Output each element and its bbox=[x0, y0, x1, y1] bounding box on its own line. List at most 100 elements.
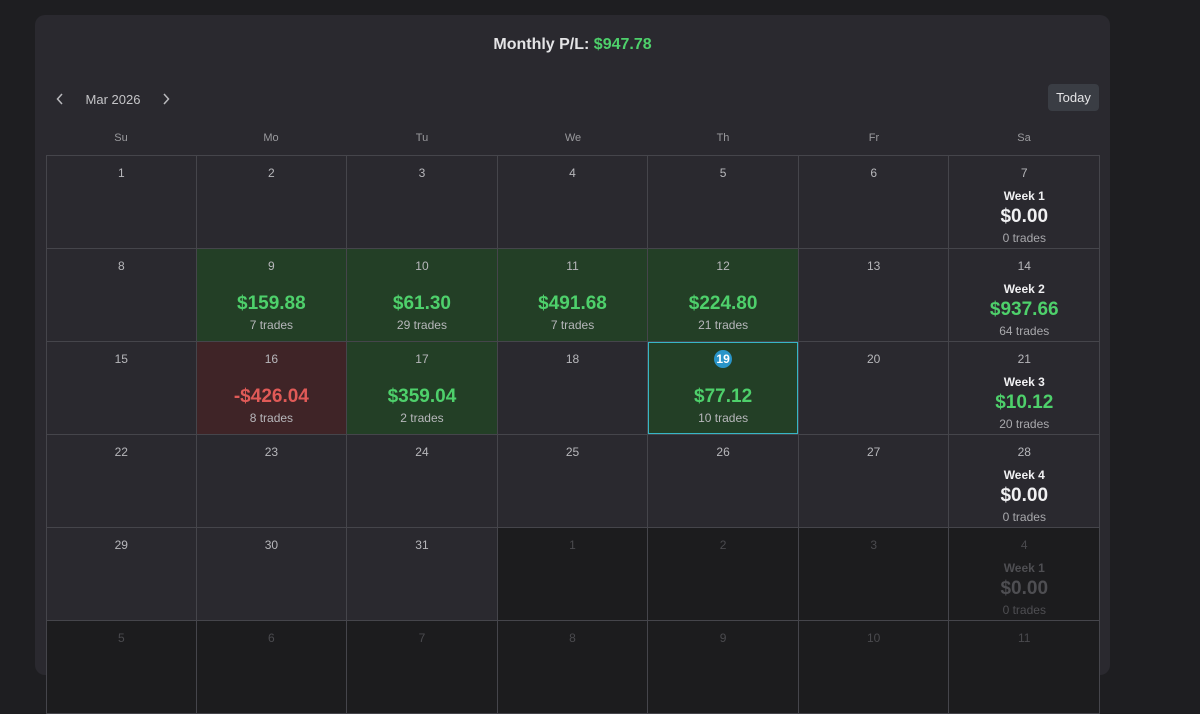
day-cell[interactable]: 13 bbox=[798, 249, 950, 342]
day-cell[interactable]: 9 $159.88 7 trades bbox=[196, 249, 348, 342]
day-cell[interactable]: 4 bbox=[497, 156, 649, 249]
day-number: 29 bbox=[114, 538, 128, 552]
day-cell[interactable]: 26 bbox=[648, 435, 799, 528]
week-summary-cell[interactable]: 28 Week 4 $0.00 0 trades bbox=[949, 435, 1101, 528]
day-cell[interactable]: 31 bbox=[347, 528, 498, 621]
calendar-grid: 1 2 3 4 5 6 7 Week 1 $0.00 0 trades 8 9 $159.88 7 tra… bbox=[46, 155, 1101, 714]
week-label: Week 3 bbox=[1003, 375, 1045, 389]
week-pl: $10.12 bbox=[995, 392, 1054, 413]
day-cell[interactable]: 2 bbox=[648, 528, 799, 621]
monthly-pl-label: Monthly P/L: bbox=[493, 36, 590, 53]
day-cell[interactable]: 5 bbox=[648, 156, 799, 249]
day-number: 2 bbox=[719, 538, 727, 552]
day-number: 16 bbox=[264, 352, 279, 366]
month-navigation: Mar 2026 bbox=[47, 89, 179, 109]
day-cell[interactable]: 6 bbox=[196, 621, 348, 714]
day-cell[interactable]: 9 bbox=[648, 621, 799, 714]
day-number: 28 bbox=[1017, 445, 1031, 459]
week-trade-count: 20 trades bbox=[999, 417, 1050, 431]
monthly-pl-header: Monthly P/L: $947.78 bbox=[35, 36, 1110, 54]
day-cell[interactable]: 16 -$426.04 8 trades bbox=[196, 342, 348, 435]
weekday-su: Su bbox=[114, 132, 128, 144]
day-number: 24 bbox=[415, 445, 429, 459]
week-row: 22 23 24 25 26 27 28 Week 4 $0.00 0 trades bbox=[47, 435, 1101, 528]
day-cell[interactable]: 11 bbox=[949, 621, 1101, 714]
day-number: 26 bbox=[716, 445, 730, 459]
day-cell[interactable]: 10 bbox=[798, 621, 950, 714]
week-label: Week 1 bbox=[1003, 189, 1045, 203]
week-summary-cell[interactable]: 21 Week 3 $10.12 20 trades bbox=[949, 342, 1101, 435]
day-number: 1 bbox=[569, 538, 576, 552]
day-number: 11 bbox=[566, 259, 579, 273]
day-cell[interactable]: 1 bbox=[497, 528, 649, 621]
day-cell[interactable]: 3 bbox=[347, 156, 498, 249]
week-pl: $0.00 bbox=[1000, 578, 1049, 599]
week-trade-count: 0 trades bbox=[1002, 603, 1046, 617]
day-number: 4 bbox=[569, 166, 576, 180]
day-number: 7 bbox=[418, 631, 426, 645]
day-number: 2 bbox=[268, 166, 275, 180]
day-number: 27 bbox=[867, 445, 881, 459]
day-cell[interactable]: 17 $359.04 2 trades bbox=[347, 342, 498, 435]
weekday-th: Th bbox=[716, 132, 730, 144]
day-number: 4 bbox=[1020, 538, 1028, 552]
day-cell[interactable]: 20 bbox=[798, 342, 950, 435]
day-cell[interactable]: 18 bbox=[497, 342, 649, 435]
week-row: 8 9 $159.88 7 trades 10 $61.30 29 trades 11 $491… bbox=[47, 249, 1101, 342]
week-label: Week 1 bbox=[1003, 561, 1045, 575]
day-pl: $491.68 bbox=[538, 293, 607, 314]
week-summary-cell[interactable]: 7 Week 1 $0.00 0 trades bbox=[949, 156, 1101, 249]
day-cell[interactable]: 3 bbox=[798, 528, 950, 621]
day-number: 12 bbox=[716, 259, 730, 273]
monthly-pl-value: $947.78 bbox=[593, 36, 652, 53]
week-pl: $0.00 bbox=[1000, 485, 1049, 506]
day-number: 11 bbox=[1018, 631, 1031, 645]
day-number: 8 bbox=[117, 259, 125, 273]
chevron-right-icon[interactable] bbox=[153, 89, 179, 109]
day-cell[interactable]: 12 $224.80 21 trades bbox=[648, 249, 799, 342]
day-number: 18 bbox=[565, 352, 580, 366]
day-number: 10 bbox=[415, 259, 429, 273]
chevron-left-icon[interactable] bbox=[47, 89, 73, 109]
day-number: 5 bbox=[117, 631, 125, 645]
week-trade-count: 0 trades bbox=[1002, 510, 1046, 524]
day-pl: $159.88 bbox=[237, 293, 306, 314]
day-cell[interactable]: 2 bbox=[196, 156, 348, 249]
day-cell[interactable]: 7 bbox=[347, 621, 498, 714]
week-row: 1 2 3 4 5 6 7 Week 1 $0.00 0 trades bbox=[47, 156, 1101, 249]
day-cell[interactable]: 23 bbox=[196, 435, 348, 528]
weekday-sa: Sa bbox=[1017, 132, 1031, 144]
day-number: 9 bbox=[719, 631, 727, 645]
day-cell[interactable]: 29 bbox=[47, 528, 197, 621]
day-cell[interactable]: 15 bbox=[47, 342, 197, 435]
week-summary-cell[interactable]: 4 Week 1 $0.00 0 trades bbox=[949, 528, 1101, 621]
day-number: 7 bbox=[1020, 166, 1028, 180]
day-number: 20 bbox=[867, 352, 881, 366]
day-number: 23 bbox=[264, 445, 279, 459]
today-button[interactable]: Today bbox=[1048, 84, 1099, 111]
day-cell[interactable]: 6 bbox=[798, 156, 950, 249]
day-cell[interactable]: 8 bbox=[497, 621, 649, 714]
day-cell[interactable]: 19 $77.12 10 trades bbox=[648, 342, 799, 435]
day-cell[interactable]: 27 bbox=[798, 435, 950, 528]
day-trade-count: 7 trades bbox=[550, 318, 595, 332]
weekday-tu: Tu bbox=[415, 132, 429, 144]
day-number: 3 bbox=[418, 166, 426, 180]
day-cell[interactable]: 22 bbox=[47, 435, 197, 528]
day-number: 25 bbox=[565, 445, 580, 459]
week-trade-count: 64 trades bbox=[999, 324, 1050, 338]
day-cell[interactable]: 24 bbox=[347, 435, 498, 528]
day-cell[interactable]: 11 $491.68 7 trades bbox=[497, 249, 649, 342]
week-summary-cell[interactable]: 14 Week 2 $937.66 64 trades bbox=[949, 249, 1101, 342]
day-trade-count: 8 trades bbox=[249, 411, 294, 425]
day-cell[interactable]: 10 $61.30 29 trades bbox=[347, 249, 498, 342]
day-cell[interactable]: 8 bbox=[47, 249, 197, 342]
day-pl: $61.30 bbox=[392, 293, 451, 314]
day-cell[interactable]: 25 bbox=[497, 435, 649, 528]
day-cell[interactable]: 1 bbox=[47, 156, 197, 249]
day-cell[interactable]: 30 bbox=[196, 528, 348, 621]
day-cell[interactable]: 5 bbox=[47, 621, 197, 714]
weekday-we: We bbox=[564, 132, 582, 144]
day-number: 31 bbox=[415, 538, 429, 552]
day-number: 30 bbox=[264, 538, 279, 552]
